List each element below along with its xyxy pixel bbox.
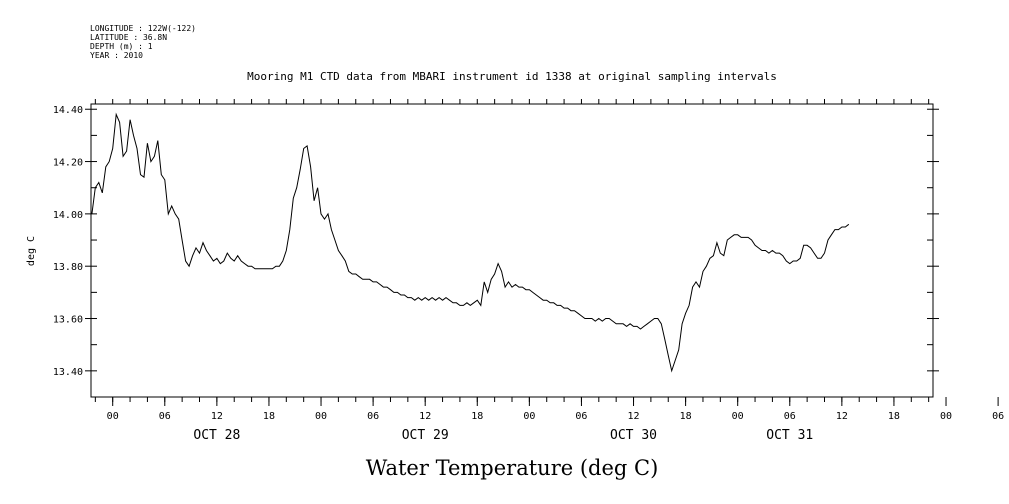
- meta-longitude: LONGITUDE : 122W(-122): [90, 24, 196, 33]
- y-axis: 13.40 13.60 13.80 14.00 14.20 14.40: [53, 105, 939, 398]
- x-tick-label: 18: [471, 411, 483, 422]
- date-labels: OCT 28 OCT 29 OCT 30 OCT 31: [193, 428, 813, 443]
- y-axis-label: deg C: [26, 236, 37, 266]
- date-label: OCT 31: [766, 428, 813, 443]
- x-axis-label: Water Temperature (deg C): [366, 456, 659, 480]
- x-tick-label: 00: [315, 411, 327, 422]
- x-tick-label: 12: [628, 411, 640, 422]
- x-tick-label: 00: [523, 411, 535, 422]
- x-tick-label: 06: [992, 411, 1004, 422]
- x-tick-label: 00: [107, 411, 119, 422]
- x-tick-label: 06: [159, 411, 171, 422]
- x-tick-label: 06: [575, 411, 587, 422]
- y-tick-label: 13.80: [53, 262, 83, 273]
- x-tick-label: 12: [419, 411, 431, 422]
- date-label: OCT 28: [193, 428, 240, 443]
- x-tick-label: 12: [211, 411, 223, 422]
- x-tick-label: 12: [836, 411, 848, 422]
- date-label: OCT 29: [402, 428, 449, 443]
- y-tick-label: 14.00: [53, 210, 83, 221]
- series-line-water-temperature: [91, 112, 850, 373]
- meta-latitude: LATITUDE : 36.8N: [90, 33, 167, 42]
- x-axis: 00 06 12 18 00 06 12 18 00 06 12 18 00 06 12 18 00 06: [94, 99, 1004, 422]
- date-label: OCT 30: [610, 428, 657, 443]
- y-tick-label: 14.40: [53, 105, 83, 116]
- y-tick-label: 13.40: [53, 367, 83, 378]
- metadata-block: LONGITUDE : 122W(-122) LATITUDE : 36.8N …: [90, 24, 196, 60]
- x-tick-label: 18: [888, 411, 900, 422]
- x-tick-label: 18: [263, 411, 275, 422]
- x-tick-label: 00: [732, 411, 744, 422]
- meta-depth: DEPTH (m) : 1: [90, 42, 153, 51]
- meta-year: YEAR : 2010: [90, 51, 143, 60]
- x-tick-label: 06: [784, 411, 796, 422]
- plot-frame: [90, 103, 934, 398]
- chart-title: Mooring M1 CTD data from MBARI instrumen…: [247, 70, 777, 83]
- y-tick-label: 14.20: [53, 158, 83, 169]
- x-tick-label: 00: [940, 411, 952, 422]
- x-tick-label: 18: [680, 411, 692, 422]
- y-tick-label: 13.60: [53, 315, 83, 326]
- x-tick-label: 06: [367, 411, 379, 422]
